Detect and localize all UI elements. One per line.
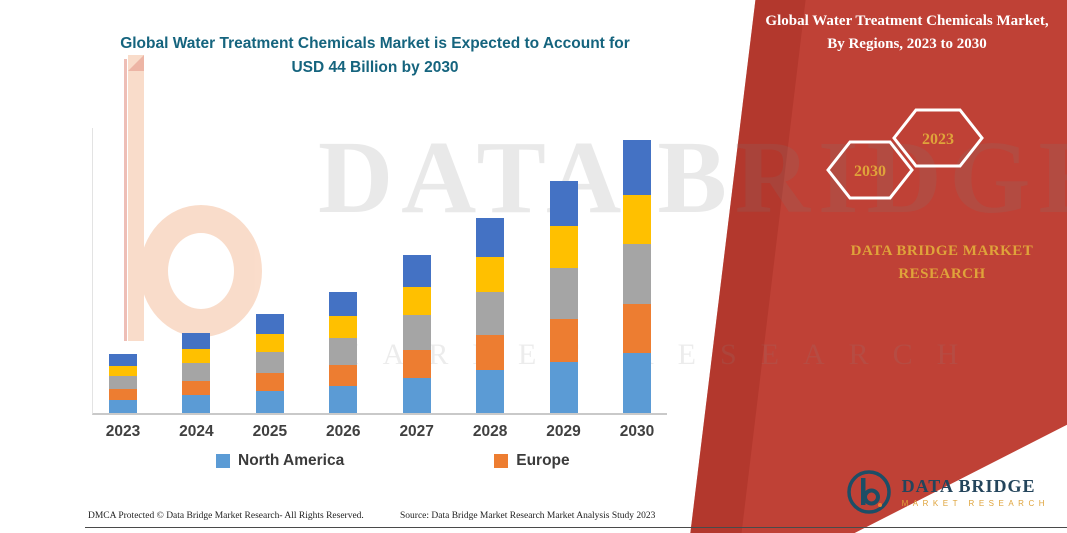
bar-segment — [476, 256, 505, 293]
bar-segment — [622, 194, 651, 244]
bar-segment — [109, 400, 137, 413]
databridge-logo: DATA BRIDGE MARKET RESEARCH — [846, 469, 1049, 515]
bar-segment — [476, 334, 505, 371]
bar-segment — [109, 376, 137, 390]
bar-segment — [476, 370, 505, 413]
bar-segment — [182, 395, 211, 413]
legend-label: North America — [238, 452, 345, 469]
hexagon-2030-label: 2030 — [854, 163, 886, 180]
bar-segment — [329, 364, 358, 387]
bar-segment — [329, 316, 358, 339]
bar-2023: 2023 — [106, 354, 140, 440]
x-axis-label: 2028 — [472, 423, 508, 440]
bar-2027: 2027 — [399, 255, 434, 440]
legend-item: Europe — [494, 452, 570, 470]
logo-title: DATA BRIDGE — [901, 476, 1036, 496]
footer-divider — [85, 527, 1067, 528]
x-axis-label: 2030 — [619, 423, 655, 440]
bar-segment — [329, 338, 358, 365]
year-hexagons: 2030 2023 — [826, 108, 984, 200]
footer-dmca: DMCA Protected © Data Bridge Market Rese… — [88, 511, 364, 521]
chart-title: Global Water Treatment Chemicals Market … — [120, 35, 630, 77]
x-axis-label: 2025 — [252, 423, 288, 440]
bar-segment — [255, 313, 284, 334]
x-axis-label: 2027 — [399, 423, 434, 440]
databridge-b-watermark — [120, 55, 280, 355]
bar-segment — [402, 315, 431, 350]
panel-title: Global Water Treatment Chemicals Market,… — [765, 13, 1049, 53]
bar-segment — [476, 292, 505, 335]
bar-segment — [182, 348, 211, 363]
bar-segment — [622, 243, 651, 304]
x-axis-label: 2026 — [326, 423, 361, 440]
bar-segment — [402, 378, 431, 413]
bar-segment — [182, 362, 211, 381]
bar-2029: 2029 — [546, 180, 581, 440]
bar-segment — [402, 255, 431, 287]
bar-segment — [402, 286, 431, 316]
bar-segment — [255, 373, 284, 392]
bar-2030: 2030 — [620, 140, 654, 440]
bar-segment — [329, 386, 358, 413]
bar-segment — [329, 292, 358, 317]
bar-segment — [255, 391, 284, 413]
bar-segment — [109, 365, 137, 377]
bar-segment — [549, 361, 578, 413]
logo-subtitle: MARKET RESEARCH — [901, 499, 1049, 508]
x-axis-label: 2024 — [179, 423, 214, 440]
bar-2024: 2024 — [179, 332, 214, 440]
hexagon-2030 — [826, 140, 914, 200]
bar-segment — [622, 140, 651, 195]
hexagon-2023 — [892, 108, 984, 168]
bar-2025: 2025 — [253, 313, 287, 440]
bar-segment — [182, 380, 211, 396]
bar-segment — [255, 351, 284, 374]
legend-label: Europe — [516, 452, 570, 469]
bar-segment — [109, 354, 137, 366]
bar-segment — [549, 180, 578, 226]
footer-source: Source: Data Bridge Market Research Mark… — [400, 511, 656, 521]
legend-item: North America — [216, 452, 344, 470]
x-axis-label: 2023 — [105, 423, 141, 440]
bar-2028: 2028 — [473, 217, 507, 440]
x-axis-label: 2029 — [546, 423, 581, 440]
hexagon-2023-label: 2023 — [922, 131, 954, 148]
chart-legend: North America Europe — [216, 452, 570, 470]
legend-swatch — [216, 454, 230, 468]
bar-segment — [622, 303, 651, 353]
bar-segment — [255, 333, 284, 352]
watermark-text: DATA BRIDGE — [318, 120, 1067, 235]
bar-segment — [402, 349, 431, 379]
bar-segment — [549, 319, 578, 362]
bar-2026: 2026 — [326, 292, 361, 440]
bar-segment — [109, 389, 137, 400]
bar-segment — [182, 332, 211, 349]
legend-swatch — [494, 454, 509, 468]
bar-segment — [622, 352, 651, 413]
bar-segment — [549, 268, 578, 320]
databridge-b-icon — [846, 470, 891, 514]
bar-segment — [549, 225, 578, 269]
chart-plot: 2023 2024 2025 2026 2027 2028 2029 2030 — [92, 128, 667, 440]
panel-brand-text: DATA BRIDGE MARKET RESEARCH — [850, 243, 1034, 283]
bar-segment — [476, 217, 505, 257]
